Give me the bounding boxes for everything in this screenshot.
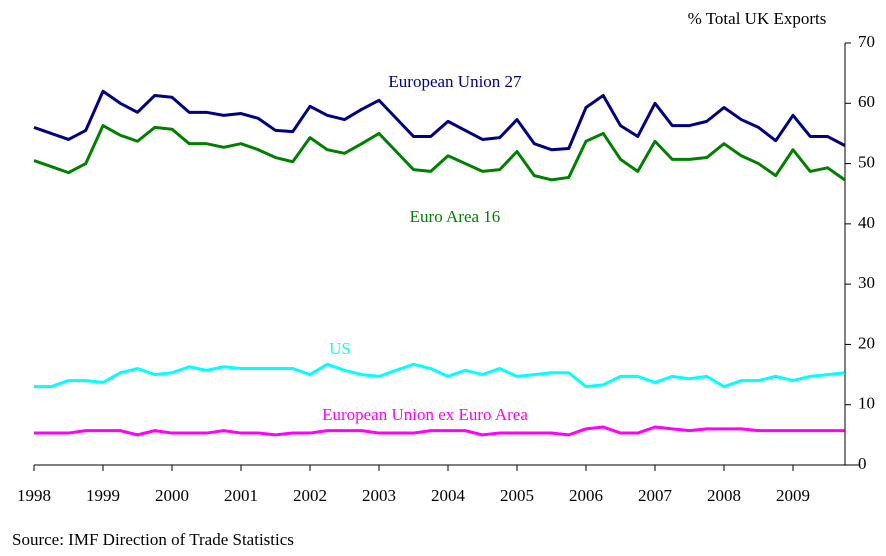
source-note: Source: IMF Direction of Trade Statistic… (12, 530, 294, 549)
x-tick-label: 1998 (17, 486, 51, 505)
y-tick-label: 70 (858, 32, 875, 51)
x-tick-label: 2003 (362, 486, 396, 505)
y-axis-label: % Total UK Exports (688, 9, 827, 28)
y-tick-label: 50 (858, 152, 875, 171)
x-tick-label: 2002 (293, 486, 327, 505)
series-label: European Union ex Euro Area (322, 405, 528, 424)
y-tick-label: 40 (858, 213, 875, 232)
x-tick-label: 2006 (569, 486, 603, 505)
y-tick-label: 60 (858, 92, 875, 111)
x-tick-label: 2005 (500, 486, 534, 505)
y-tick-label: 30 (858, 273, 875, 292)
series-line (34, 362, 845, 389)
y-tick-label: 0 (858, 454, 867, 473)
x-tick-label: 2004 (431, 486, 466, 505)
series-label: US (329, 339, 351, 358)
x-tick-label: 2007 (638, 486, 673, 505)
x-tick-label: 2008 (707, 486, 741, 505)
series-line (33, 124, 846, 182)
y-tick-label: 20 (858, 333, 875, 352)
series-label: Euro Area 16 (410, 207, 501, 226)
series-line (34, 425, 845, 437)
series-label: European Union 27 (388, 72, 522, 91)
x-tick-label: 1999 (86, 486, 120, 505)
y-tick-label: 10 (858, 394, 875, 413)
series-line (33, 89, 846, 152)
x-tick-label: 2000 (155, 486, 189, 505)
x-tick-label: 2009 (776, 486, 810, 505)
x-tick-label: 2001 (224, 486, 258, 505)
